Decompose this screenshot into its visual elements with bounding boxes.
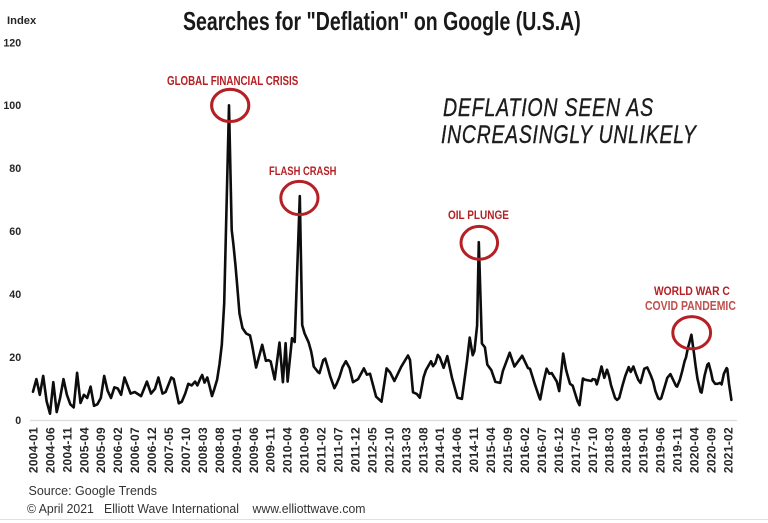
svg-text:2019-06: 2019-06 xyxy=(654,427,668,473)
svg-text:2015-09: 2015-09 xyxy=(501,427,515,473)
svg-text:2011-07: 2011-07 xyxy=(332,427,346,473)
svg-text:2010-09: 2010-09 xyxy=(298,427,312,473)
svg-text:2015-04: 2015-04 xyxy=(484,427,498,473)
svg-text:2012-10: 2012-10 xyxy=(382,427,396,473)
svg-text:2013-08: 2013-08 xyxy=(416,427,430,473)
svg-text:40: 40 xyxy=(9,289,21,301)
svg-text:2016-12: 2016-12 xyxy=(552,427,566,473)
svg-text:2007-05: 2007-05 xyxy=(162,427,176,473)
svg-text:2008-08: 2008-08 xyxy=(213,427,227,473)
svg-text:2014-01: 2014-01 xyxy=(433,427,447,473)
svg-text:2005-09: 2005-09 xyxy=(94,427,108,473)
svg-text:2009-11: 2009-11 xyxy=(264,427,278,473)
svg-text:120: 120 xyxy=(3,37,21,49)
svg-text:2007-10: 2007-10 xyxy=(179,427,193,473)
svg-text:2019-11: 2019-11 xyxy=(671,427,685,473)
svg-text:2021-02: 2021-02 xyxy=(721,427,735,473)
svg-text:2020-04: 2020-04 xyxy=(688,427,702,473)
svg-text:2008-03: 2008-03 xyxy=(196,427,210,473)
svg-text:20: 20 xyxy=(9,352,21,364)
svg-text:2011-02: 2011-02 xyxy=(315,427,329,473)
svg-text:2011-12: 2011-12 xyxy=(349,427,363,473)
svg-text:2004-11: 2004-11 xyxy=(60,427,74,473)
svg-text:2012-05: 2012-05 xyxy=(365,427,379,473)
svg-text:2009-01: 2009-01 xyxy=(230,427,244,473)
svg-text:2010-04: 2010-04 xyxy=(281,427,295,473)
svg-text:2006-02: 2006-02 xyxy=(111,427,125,473)
svg-text:2019-01: 2019-01 xyxy=(637,427,651,473)
svg-text:0: 0 xyxy=(15,415,21,427)
svg-text:2016-07: 2016-07 xyxy=(535,427,549,473)
svg-text:80: 80 xyxy=(9,163,21,175)
svg-text:2013-03: 2013-03 xyxy=(399,427,413,473)
svg-text:2014-11: 2014-11 xyxy=(467,427,481,473)
svg-text:100: 100 xyxy=(3,100,21,112)
svg-text:2006-12: 2006-12 xyxy=(145,427,159,473)
svg-text:2017-10: 2017-10 xyxy=(586,427,600,473)
svg-text:2005-04: 2005-04 xyxy=(77,427,91,473)
svg-text:2004-06: 2004-06 xyxy=(43,427,57,473)
svg-text:2016-02: 2016-02 xyxy=(518,427,532,473)
svg-text:2017-05: 2017-05 xyxy=(569,427,583,473)
svg-text:2006-07: 2006-07 xyxy=(128,427,142,473)
svg-text:2004-01: 2004-01 xyxy=(26,427,40,473)
svg-text:2018-03: 2018-03 xyxy=(603,427,617,473)
svg-text:2018-08: 2018-08 xyxy=(620,427,634,473)
svg-text:2009-06: 2009-06 xyxy=(247,427,261,473)
svg-text:2014-06: 2014-06 xyxy=(450,427,464,473)
svg-text:60: 60 xyxy=(9,226,21,238)
svg-text:2020-09: 2020-09 xyxy=(704,427,718,473)
